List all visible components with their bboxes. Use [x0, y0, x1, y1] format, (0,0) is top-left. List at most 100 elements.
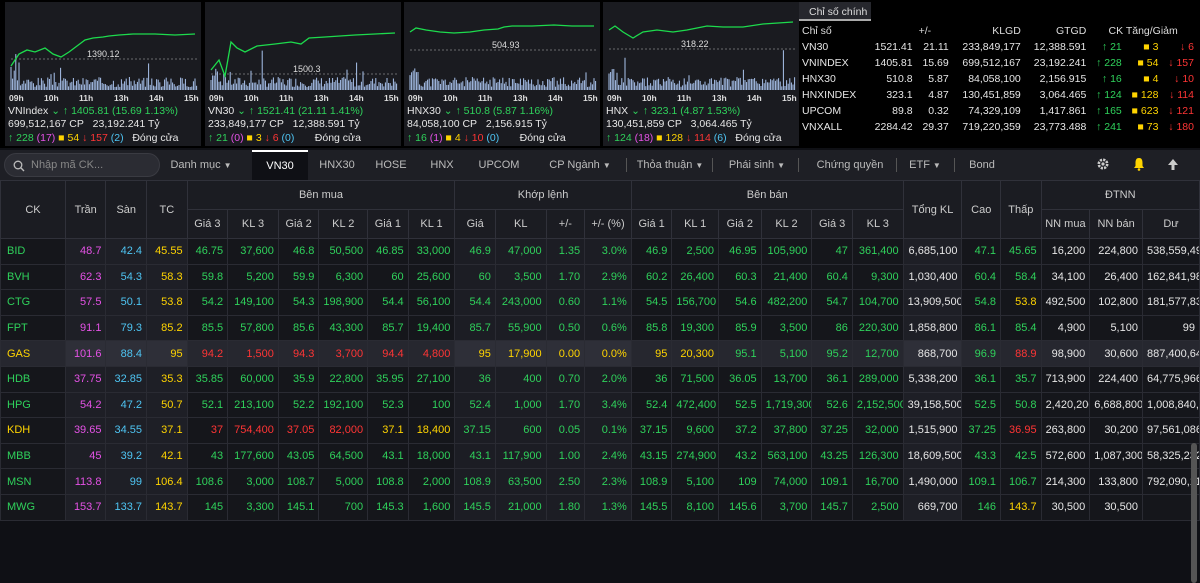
- index-panel-vn30[interactable]: 1500.3 09h 10h 11h 13h 14h 15h VN30 ⌄ ↑ 1521.4…: [205, 2, 401, 146]
- floor-count: (0): [486, 131, 500, 144]
- symbol-cell[interactable]: CTG: [0, 289, 66, 316]
- tab-derivatives[interactable]: Phái sinh ▼: [722, 150, 792, 180]
- index-value-trade: 2,156.915 Tỷ: [485, 118, 547, 131]
- index-panel-hnx[interactable]: 318.22 09h 10h 11h 13h 14h 15h HNX ⌄ ↑ 323.1 (…: [603, 2, 799, 146]
- total-volume: 1,490,000: [902, 468, 963, 495]
- bid-vol-2: 192,100: [318, 391, 369, 419]
- index-volume: 130,451,859 CP: [606, 118, 682, 131]
- symbol-cell[interactable]: FPT: [0, 314, 66, 342]
- time-tick: 13h: [114, 93, 129, 103]
- summary-advance: ↑ 124: [1096, 89, 1122, 101]
- change: 0.60: [545, 289, 586, 316]
- ask-price-2: 37.2: [718, 417, 762, 444]
- index-panel-vnindex[interactable]: 1390.12 09h 10h 11h 13h 14h 15h VNIndex ⌄ ↑ 14…: [5, 2, 201, 146]
- table-row[interactable]: GAS 101.6 88.4 95 94.2 1,500 94.3 3,700 94.4 4,80…: [0, 340, 1200, 367]
- symbol-search[interactable]: [4, 153, 160, 177]
- symbol-cell[interactable]: MSN: [0, 468, 66, 495]
- search-input[interactable]: [31, 157, 151, 173]
- nav-divider: [954, 158, 955, 172]
- summary-row[interactable]: VNXALL 2284.42 29.37 719,220,359 23,773.488 ↑…: [799, 119, 1197, 135]
- tab-hnx30[interactable]: HNX30: [319, 159, 355, 171]
- summary-header-volume: KLGD: [992, 25, 1021, 37]
- market-status: Đóng cửa: [519, 131, 566, 144]
- bid-vol-1: 4,800: [407, 340, 456, 367]
- header-floor: Sàn: [105, 180, 148, 239]
- floor-price: 42.4: [105, 238, 148, 265]
- price-line: [210, 32, 396, 79]
- tab-etf[interactable]: ETF ▼: [902, 150, 948, 180]
- high-price: 52.5: [961, 391, 1001, 419]
- table-row[interactable]: CTG 57.5 50.1 53.8 54.2 149,100 54.3 198,900 54.…: [0, 289, 1200, 316]
- symbol-cell[interactable]: BVH: [0, 263, 66, 291]
- table-row[interactable]: MBB 45 39.2 42.1 43 177,600 43.05 64,500 43.1 18,…: [0, 442, 1200, 470]
- nav-divider: [712, 158, 713, 172]
- symbol-cell[interactable]: KDH: [0, 417, 66, 444]
- table-row[interactable]: BID 48.7 42.4 45.55 46.75 37,600 46.8 50,500 46.…: [0, 238, 1200, 265]
- tab-main-indices[interactable]: Chỉ số chính: [799, 2, 871, 21]
- summary-index-name: VNINDEX: [802, 57, 849, 69]
- table-row[interactable]: HPG 54.2 47.2 50.7 52.1 213,100 52.2 192,100 52.…: [0, 391, 1200, 419]
- symbol-cell[interactable]: GAS: [0, 340, 66, 367]
- match-vol: 47,000: [494, 238, 547, 265]
- summary-trade-value: 23,192.241: [1033, 57, 1087, 69]
- tab-hose[interactable]: HOSE: [375, 159, 407, 171]
- gear-icon[interactable]: [1096, 157, 1110, 171]
- table-row[interactable]: FPT 91.1 79.3 85.2 85.5 57,800 85.6 43,300 85.7 1…: [0, 314, 1200, 342]
- summary-decline: ↓ 157: [1168, 57, 1194, 69]
- symbol-cell[interactable]: MBB: [0, 442, 66, 470]
- summary-row[interactable]: VNINDEX 1405.81 15.69 699,512,167 23,192.241…: [799, 55, 1197, 71]
- table-row[interactable]: BVH 62.3 54.3 58.3 59.8 5,200 59.9 6,300 60 25,60…: [0, 263, 1200, 291]
- change: 0.50: [545, 314, 586, 342]
- price-line: [409, 24, 594, 34]
- time-tick: 15h: [184, 93, 199, 103]
- table-row[interactable]: MSN 113.8 99 106.4 108.6 3,000 108.7 5,000 108.8…: [0, 468, 1200, 495]
- change-pct: 2.4%: [584, 442, 632, 470]
- summary-advance: ↑ 21: [1101, 41, 1122, 53]
- market-status: Đóng cửa: [314, 131, 361, 144]
- ceiling-price: 62.3: [64, 263, 107, 291]
- change: 0.00: [545, 340, 586, 367]
- vertical-scrollbar[interactable]: [1191, 443, 1197, 583]
- match-vol: 55,900: [494, 314, 547, 342]
- unchanged-count: 4: [454, 131, 461, 144]
- tab-industry[interactable]: CP Ngành ▼: [540, 150, 620, 180]
- tab-watchlist[interactable]: Danh mục ▼: [168, 150, 234, 180]
- index-value: 1521.41: [257, 105, 296, 117]
- symbol-cell[interactable]: BID: [0, 238, 66, 265]
- index-volume: 699,512,167 CP: [8, 118, 84, 131]
- summary-row[interactable]: HNX30 510.8 5.87 84,058,100 2,156.915 ↑ 16 ■ 4…: [799, 71, 1197, 87]
- summary-row[interactable]: UPCOM 89.8 0.32 74,329,109 1,417.861 ↑ 165 ■ 6…: [799, 103, 1197, 119]
- bid-vol-3: 149,100: [227, 289, 279, 316]
- change-pct: 1.3%: [584, 493, 632, 521]
- table-row[interactable]: MWG 153.7 133.7 143.7 145 3,300 145.1 700 145.3 1…: [0, 493, 1200, 521]
- tab-warrants[interactable]: Chứng quyền: [816, 159, 884, 171]
- bid-price-1: 108.8: [367, 468, 409, 495]
- ask-price-3: 52.6: [811, 391, 853, 419]
- table-row[interactable]: KDH 39.65 34.55 37.1 37 754,400 37.05 82,000 37.…: [0, 417, 1200, 444]
- summary-index-name: VN30: [802, 41, 829, 53]
- low-price: 35.7: [1000, 365, 1042, 393]
- symbol-cell[interactable]: HDB: [0, 365, 66, 393]
- symbol-cell[interactable]: HPG: [0, 391, 66, 419]
- symbol-cell[interactable]: MWG: [0, 493, 66, 521]
- tab-upcom[interactable]: UPCOM: [478, 159, 520, 171]
- table-row[interactable]: HDB 37.75 32.85 35.3 35.85 60,000 35.9 22,800 35…: [0, 365, 1200, 393]
- ask-vol-1: 71,500: [671, 365, 720, 393]
- tab-hnx[interactable]: HNX: [430, 159, 454, 171]
- price-board: CK Trần Sàn TC Bên mua Khớp lệnh Bên bán…: [0, 180, 1200, 583]
- bid-price-2: 35.9: [277, 365, 320, 393]
- tab-vn30[interactable]: VN30: [252, 150, 308, 180]
- tab-put-through[interactable]: Thỏa thuận ▼: [632, 150, 708, 180]
- bell-icon[interactable]: [1133, 157, 1145, 171]
- bid-vol-3: 37,600: [227, 238, 279, 265]
- ask-vol-3: 32,000: [851, 417, 904, 444]
- index-panel-hnx30[interactable]: 504.93 09h 10h 11h 13h 14h 15h HNX30 ⌄ ↑ 510.8…: [404, 2, 600, 146]
- summary-row[interactable]: HNXINDEX 323.1 4.87 130,451,859 3,064.465 ↑ 1…: [799, 87, 1197, 103]
- header-total-volume: Tổng KL: [902, 180, 963, 239]
- floor-price: 133.7: [105, 493, 148, 521]
- tab-bond[interactable]: Bond: [969, 159, 995, 171]
- summary-row[interactable]: VN30 1521.41 21.11 233,849,177 12,388.591 ↑ 2…: [799, 39, 1197, 55]
- bid-price-3: 59.8: [186, 263, 229, 291]
- arrow-up-icon[interactable]: [1166, 157, 1180, 171]
- time-tick: 14h: [548, 93, 563, 103]
